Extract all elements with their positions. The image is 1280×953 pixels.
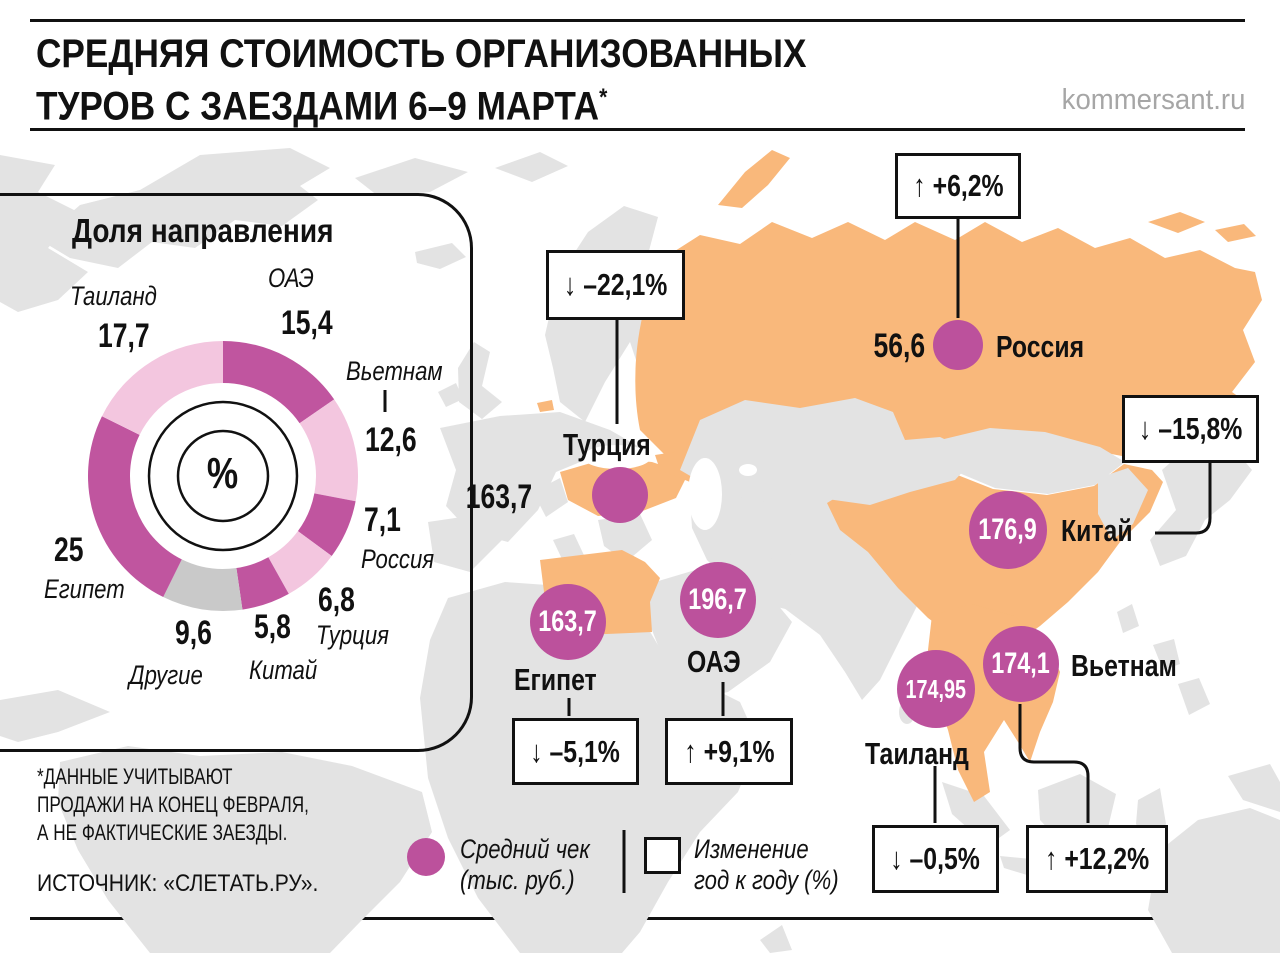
change-box-egypt: ↓ –5,1% — [512, 718, 639, 785]
annotation-connectors — [383, 215, 1212, 893]
bubble-uae: 196,7 — [680, 562, 756, 638]
check-russia: 56,6 — [873, 327, 925, 365]
title-line-1: СРЕДНЯЯ СТОИМОСТЬ ОРГАНИЗОВАННЫХ — [36, 32, 807, 76]
arrow-down-icon: ↓ — [1138, 411, 1152, 446]
donut-value-vietnam: 12,6 — [365, 421, 417, 459]
change-box-china: ↓ –15,8% — [1122, 395, 1259, 463]
legend-average-check-icon — [407, 838, 445, 876]
donut-segment-7 — [101, 341, 223, 435]
arrow-up-icon: ↑ — [683, 733, 697, 769]
legend-average-check-label: Средний чек (тыс. руб.) — [460, 834, 590, 895]
donut-unit-label: % — [207, 449, 239, 498]
donut-center-ring — [176, 429, 270, 523]
donut-value-uae: 15,4 — [281, 304, 333, 342]
map-seas — [583, 445, 757, 530]
legend-yoy-change-icon — [644, 837, 681, 874]
bubble-thailand: 174,95 — [897, 650, 975, 728]
change-box-uae: ↑ +9,1% — [665, 718, 793, 785]
map-overlay-countries — [680, 398, 1148, 540]
donut-value-thailand: 17,7 — [98, 317, 150, 355]
arrow-down-icon: ↓ — [563, 267, 577, 302]
check-turkey: 163,7 — [465, 478, 533, 516]
change-box-russia: ↑ +6,2% — [895, 153, 1021, 219]
donut-label-china: Китай — [249, 655, 318, 685]
donut-value-russia: 7,1 — [364, 501, 401, 539]
country-label-vietnam: Вьетнам — [1071, 648, 1177, 683]
donut-value-others: 9,6 — [175, 614, 212, 652]
donut-value-egypt: 25 — [54, 531, 84, 569]
change-box-vietnam: ↑ +12,2% — [1026, 825, 1168, 893]
title-line-2: ТУРОВ С ЗАЕЗДАМИ 6–9 МАРТА — [36, 84, 600, 129]
donut-label-vietnam: Вьетнам — [346, 356, 443, 386]
bubble-egypt: 163,7 — [530, 584, 606, 660]
site-watermark: kommersant.ru — [1061, 84, 1245, 116]
donut-segment-5 — [163, 559, 243, 611]
bubble-turkey — [592, 467, 648, 523]
country-label-thailand: Таиланд — [865, 736, 969, 771]
arrow-down-icon: ↓ — [890, 841, 904, 876]
page-title: СРЕДНЯЯ СТОИМОСТЬ ОРГАНИЗОВАННЫХ ТУРОВ С… — [36, 32, 912, 128]
bubble-china: 176,9 — [969, 491, 1047, 569]
country-label-egypt: Египет — [514, 662, 597, 697]
donut-label-turkey: Турция — [316, 620, 389, 650]
donut-segment-4 — [236, 557, 289, 610]
bubble-vietnam: 174,1 — [983, 626, 1059, 702]
donut-label-egypt: Египет — [44, 574, 125, 604]
donut-segment-3 — [268, 531, 332, 594]
arrow-down-icon: ↓ — [530, 733, 544, 769]
source-label: ИСТОЧНИК: «СЛЕТАТЬ.РУ». — [37, 870, 319, 897]
share-panel — [0, 193, 473, 752]
donut-label-russia: Россия — [361, 544, 435, 574]
donut-segment-1 — [299, 399, 358, 502]
bubble-russia — [933, 320, 983, 370]
donut-segment-6 — [87, 416, 182, 598]
donut-segment-2 — [297, 493, 356, 557]
country-label-china: Китай — [1061, 513, 1133, 548]
donut-label-uae: ОАЭ — [268, 263, 314, 293]
arrow-up-icon: ↑ — [1044, 841, 1058, 876]
footnote: *ДАННЫЕ УЧИТЫВАЮТ ПРОДАЖИ НА КОНЕЦ ФЕВРА… — [37, 764, 309, 845]
header-rule — [30, 128, 1245, 131]
donut-value-turkey: 6,8 — [318, 581, 355, 619]
title-footnote-star: * — [599, 84, 608, 111]
donut-segment-0 — [223, 341, 335, 424]
legend-yoy-change-label: Изменение год к году (%) — [694, 834, 839, 895]
country-label-russia: Россия — [996, 329, 1085, 364]
donut-value-china: 5,8 — [254, 608, 291, 646]
change-box-thailand: ↓ –0,5% — [872, 825, 999, 893]
donut-label-thailand: Таиланд — [70, 281, 157, 311]
share-donut-chart — [87, 341, 358, 611]
share-panel-title: Доля направления — [72, 212, 334, 249]
arrow-up-icon: ↑ — [912, 168, 926, 203]
top-rule — [30, 19, 1245, 22]
donut-label-others: Другие — [129, 660, 203, 690]
country-label-turkey: Турция — [563, 427, 651, 462]
country-label-uae: ОАЭ — [687, 644, 741, 679]
change-box-turkey: ↓ –22,1% — [546, 250, 685, 320]
